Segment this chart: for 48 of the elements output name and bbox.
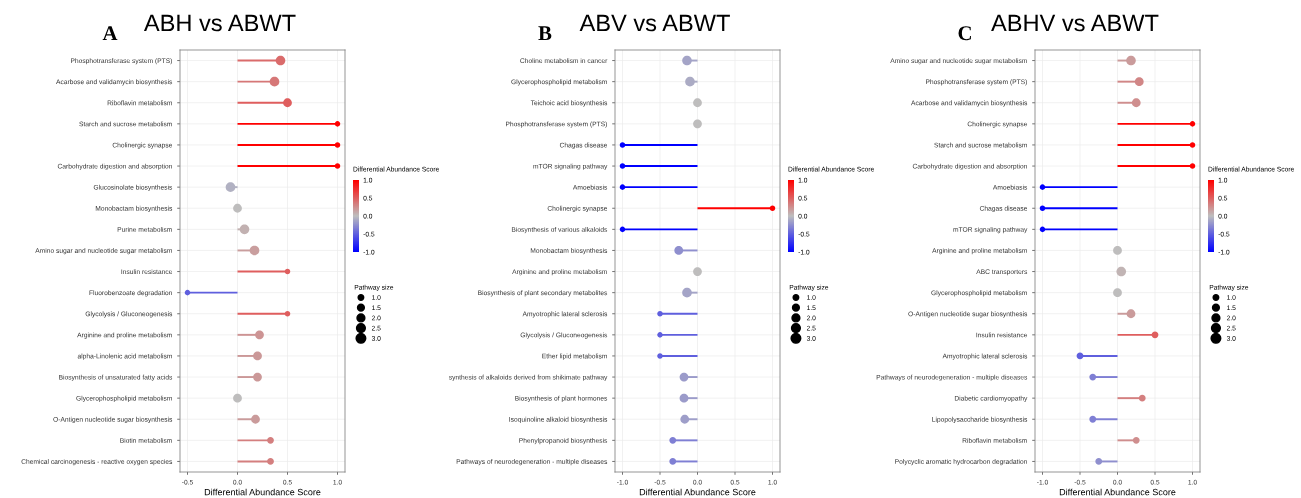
point [275, 55, 286, 66]
point [679, 393, 689, 403]
point [283, 98, 292, 108]
point [253, 351, 262, 361]
point [233, 203, 242, 213]
point [249, 245, 260, 256]
chart-title: ABV vs ABWT [579, 14, 730, 32]
point [1095, 458, 1103, 465]
point [1089, 415, 1097, 423]
point [1138, 394, 1146, 402]
point [1131, 98, 1141, 108]
point [1039, 226, 1046, 233]
point [1189, 121, 1196, 127]
point [693, 119, 702, 129]
point [680, 414, 690, 424]
point [669, 436, 677, 444]
point [1039, 205, 1046, 212]
point [255, 330, 264, 340]
point [269, 76, 280, 87]
point [674, 246, 684, 255]
point [1039, 184, 1046, 190]
text: C [958, 26, 971, 41]
chart-title: ABH vs ABWT [143, 14, 296, 32]
point [251, 414, 260, 424]
point [233, 393, 242, 403]
point [769, 205, 776, 212]
point [225, 182, 236, 192]
point [619, 226, 626, 233]
x-axis-title: Differential Abundance Score [1059, 488, 1176, 496]
text: B [538, 26, 552, 41]
point [1126, 309, 1136, 319]
text: A [102, 26, 118, 41]
point [1134, 77, 1144, 87]
point [679, 372, 689, 382]
point [1132, 436, 1140, 444]
point [693, 98, 702, 108]
point [669, 458, 677, 465]
point [1113, 288, 1122, 298]
point [253, 372, 262, 382]
x-axis-title: Differential Abundance Score [639, 488, 756, 496]
point [1189, 142, 1196, 148]
point [239, 224, 250, 235]
x-axis-title: Differential Abundance Score [204, 488, 321, 496]
point [267, 436, 274, 444]
point [657, 310, 663, 317]
point [1089, 373, 1097, 381]
point [1189, 163, 1196, 169]
chart-title: ABHV vs ABWT [991, 14, 1159, 32]
